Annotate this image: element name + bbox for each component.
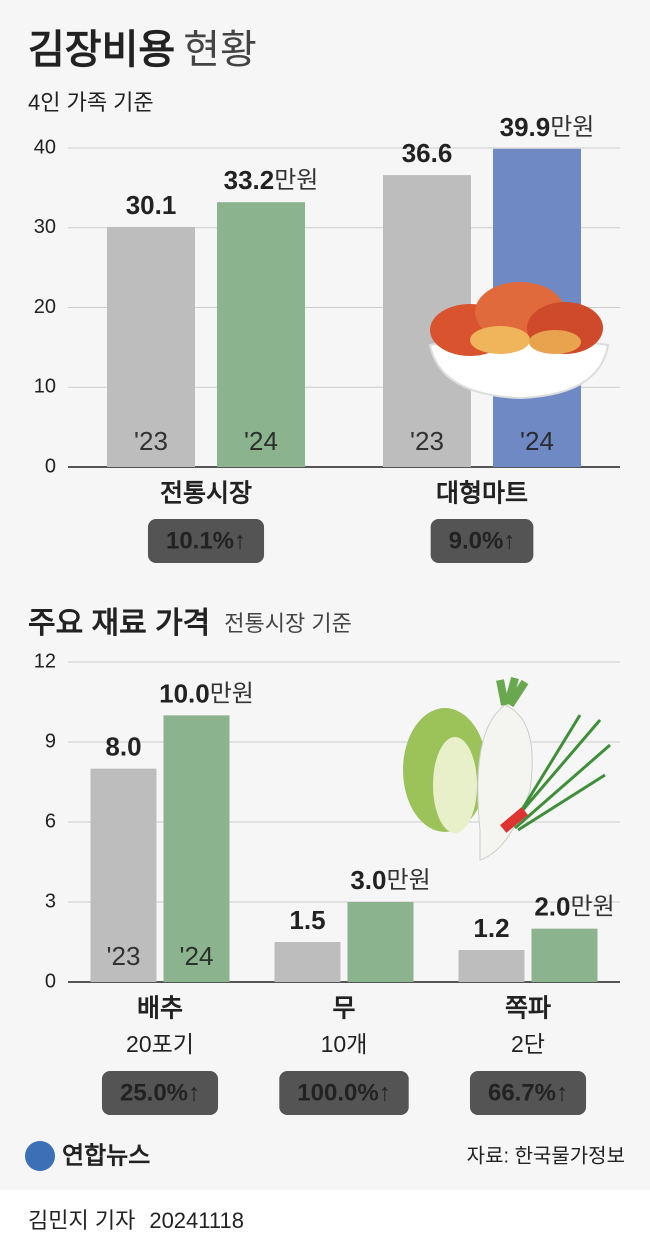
y-tick-label: 6 xyxy=(45,810,56,832)
value-label: 2.0만원 xyxy=(534,892,614,922)
logo-text: 연합뉴스 xyxy=(62,1142,150,1169)
value-label: 39.9만원 xyxy=(500,112,595,142)
bar xyxy=(90,768,157,982)
value-number: 1.5 xyxy=(289,905,325,935)
bar xyxy=(163,715,230,982)
category-note: 10개 xyxy=(321,1031,368,1057)
chart-subtitle: 4인 가족 기준 xyxy=(28,90,154,115)
logo-icon xyxy=(25,1141,55,1171)
category-label: 무 xyxy=(332,995,355,1023)
y-tick-label: 12 xyxy=(34,650,56,672)
chart-subtitle: 전통시장 기준 xyxy=(224,611,352,636)
change-label: 100.0%↑ xyxy=(297,1079,390,1106)
series-label: '24 xyxy=(520,426,554,456)
category-note: 2단 xyxy=(511,1031,545,1057)
y-tick-label: 3 xyxy=(45,890,56,912)
change-box xyxy=(147,519,265,563)
title-bold: 김장비용 xyxy=(28,28,175,72)
kimchi-illustration xyxy=(428,282,610,400)
value-number: 33.2 xyxy=(224,165,275,195)
byline-name: 김민지 기자 xyxy=(28,1208,135,1233)
bar xyxy=(347,902,414,982)
vegetables-illustration xyxy=(403,676,611,861)
value-label: 30.1 xyxy=(126,190,177,220)
change-box xyxy=(279,1071,409,1115)
value-label: 10.0만원 xyxy=(159,678,254,708)
value-label: 3.0만원 xyxy=(350,865,430,895)
footer-band xyxy=(0,1190,650,1252)
value-number: 10.0 xyxy=(159,678,210,708)
y-tick-label: 20 xyxy=(34,296,56,318)
series-label: '23 xyxy=(134,426,168,456)
y-tick-label: 10 xyxy=(34,376,56,398)
value-number: 3.0 xyxy=(350,865,386,895)
chart-title: 김장비용 현황 xyxy=(28,28,257,72)
value-number: 39.9 xyxy=(500,112,551,142)
category-label: 배추 xyxy=(137,995,183,1023)
change-label: 25.0%↑ xyxy=(120,1079,200,1106)
value-label: 8.0 xyxy=(105,732,141,762)
value-number: 36.6 xyxy=(402,138,453,168)
value-number: 2.0 xyxy=(534,892,570,922)
bar xyxy=(531,928,598,982)
value-number: 30.1 xyxy=(126,190,177,220)
series-label: '24 xyxy=(180,941,214,971)
value-label: 1.5 xyxy=(289,905,325,935)
source: 자료: 한국물가정보 xyxy=(467,1144,625,1167)
change-label: 9.0%↑ xyxy=(449,527,516,554)
bar xyxy=(217,202,305,468)
value-unit: 만원 xyxy=(386,867,430,894)
category-label: 대형마트 xyxy=(436,480,528,508)
bar xyxy=(107,226,195,467)
category-label: 쪽파 xyxy=(505,995,551,1023)
byline: 김민지 기자 20241118 xyxy=(28,1208,244,1233)
value-unit: 만원 xyxy=(570,894,614,921)
y-tick-label: 9 xyxy=(45,730,56,752)
y-tick-label: 30 xyxy=(34,216,56,238)
change-box xyxy=(469,1071,587,1115)
change-label: 66.7%↑ xyxy=(488,1079,568,1106)
value-label: 36.6 xyxy=(402,138,453,168)
value-unit: 만원 xyxy=(274,168,318,195)
title-bold: 주요 재료 가격 xyxy=(28,607,210,640)
category-note: 20포기 xyxy=(126,1031,194,1057)
change-box xyxy=(430,519,534,563)
series-label: '23 xyxy=(107,941,141,971)
date: 20241118 xyxy=(149,1208,244,1233)
value-unit: 만원 xyxy=(550,114,594,141)
bar xyxy=(458,950,525,982)
series-label: '24 xyxy=(244,426,278,456)
bar xyxy=(274,942,341,982)
value-label: 33.2만원 xyxy=(224,165,319,195)
value-unit: 만원 xyxy=(210,681,254,708)
value-number: 8.0 xyxy=(105,732,141,762)
category-label: 전통시장 xyxy=(160,480,252,508)
y-tick-label: 40 xyxy=(34,136,56,158)
y-tick-label: 0 xyxy=(45,970,56,992)
change-box xyxy=(101,1071,219,1115)
change-label: 10.1%↑ xyxy=(166,527,246,554)
series-label: '23 xyxy=(410,426,444,456)
y-tick-label: 0 xyxy=(45,455,56,477)
title-light: 현황 xyxy=(183,28,257,72)
value-number: 1.2 xyxy=(473,913,509,943)
value-label: 1.2 xyxy=(473,913,509,943)
chart-title: 주요 재료 가격 전통시장 기준 xyxy=(28,607,352,640)
